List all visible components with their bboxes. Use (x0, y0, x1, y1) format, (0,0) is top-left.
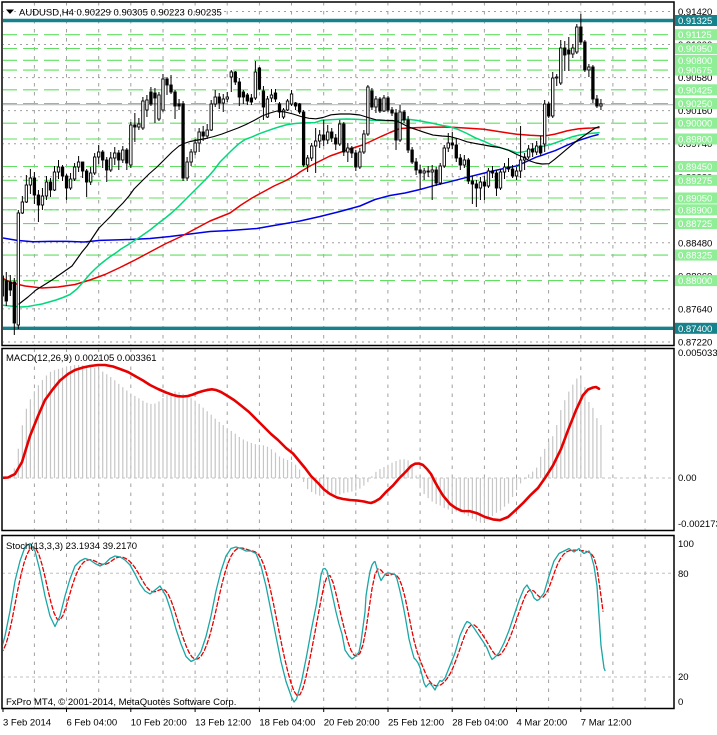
svg-text:6 Feb 04:00: 6 Feb 04:00 (67, 718, 118, 729)
svg-text:0.87220: 0.87220 (678, 338, 712, 349)
svg-text:18 Feb 04:00: 18 Feb 04:00 (259, 718, 315, 729)
svg-text:0.89740: 0.89740 (678, 139, 712, 150)
svg-text:AUDUSD,H4 0.90229 0.90305 0.9: AUDUSD,H4 0.90229 0.90305 0.90223 0.9023… (19, 8, 222, 19)
svg-text:0.88725: 0.88725 (678, 219, 712, 230)
svg-text:0.90675: 0.90675 (678, 66, 712, 77)
svg-text:13 Feb 12:00: 13 Feb 12:00 (195, 718, 251, 729)
svg-text:-0.002173: -0.002173 (678, 519, 717, 530)
svg-text:0.87640: 0.87640 (678, 305, 712, 316)
svg-text:20: 20 (678, 672, 689, 683)
svg-text:0.88325: 0.88325 (678, 251, 712, 262)
svg-text:20 Feb 20:00: 20 Feb 20:00 (324, 718, 380, 729)
svg-text:0.91125: 0.91125 (678, 30, 712, 41)
svg-text:Stoch(13,3,3) 23.1934 39.2170: Stoch(13,3,3) 23.1934 39.2170 (6, 541, 137, 552)
svg-text:MACD(12,26,9) 0.002105 0.00336: MACD(12,26,9) 0.002105 0.003361 (6, 353, 157, 364)
svg-text:0.89275: 0.89275 (678, 176, 712, 187)
svg-text:0.90425: 0.90425 (678, 85, 712, 96)
svg-text:25 Feb 12:00: 25 Feb 12:00 (388, 718, 444, 729)
svg-text:FxPro MT4, © 2001-2014, MetaQu: FxPro MT4, © 2001-2014, MetaQuotes Softw… (6, 697, 236, 708)
svg-text:100: 100 (678, 539, 694, 550)
svg-text:0.88900: 0.88900 (678, 205, 712, 216)
svg-text:0.90000: 0.90000 (678, 119, 712, 130)
svg-text:0.00: 0.00 (678, 473, 697, 484)
svg-text:7 Mar 12:00: 7 Mar 12:00 (581, 718, 632, 729)
svg-text:0.89450: 0.89450 (678, 162, 712, 173)
svg-text:0.90250: 0.90250 (678, 99, 712, 110)
svg-text:0: 0 (678, 697, 683, 708)
svg-text:0.88000: 0.88000 (678, 276, 712, 287)
svg-text:28 Feb 04:00: 28 Feb 04:00 (452, 718, 508, 729)
svg-text:0.90580: 0.90580 (678, 73, 712, 84)
svg-text:0.88480: 0.88480 (678, 238, 712, 249)
svg-text:80: 80 (678, 569, 689, 580)
svg-text:0.005033: 0.005033 (678, 348, 717, 359)
svg-text:0.91420: 0.91420 (678, 7, 712, 18)
svg-text:3 Feb 2014: 3 Feb 2014 (3, 718, 51, 729)
svg-text:4 Mar 20:00: 4 Mar 20:00 (517, 718, 568, 729)
svg-text:0.90950: 0.90950 (678, 44, 712, 55)
svg-text:0.87400: 0.87400 (678, 324, 712, 335)
svg-text:0.91325: 0.91325 (678, 16, 712, 27)
svg-text:0.89050: 0.89050 (678, 194, 712, 205)
svg-text:10 Feb 20:00: 10 Feb 20:00 (131, 718, 187, 729)
svg-text:0.90160: 0.90160 (678, 106, 712, 117)
svg-text:0.90800: 0.90800 (678, 56, 712, 67)
svg-text:0.89800: 0.89800 (678, 135, 712, 146)
